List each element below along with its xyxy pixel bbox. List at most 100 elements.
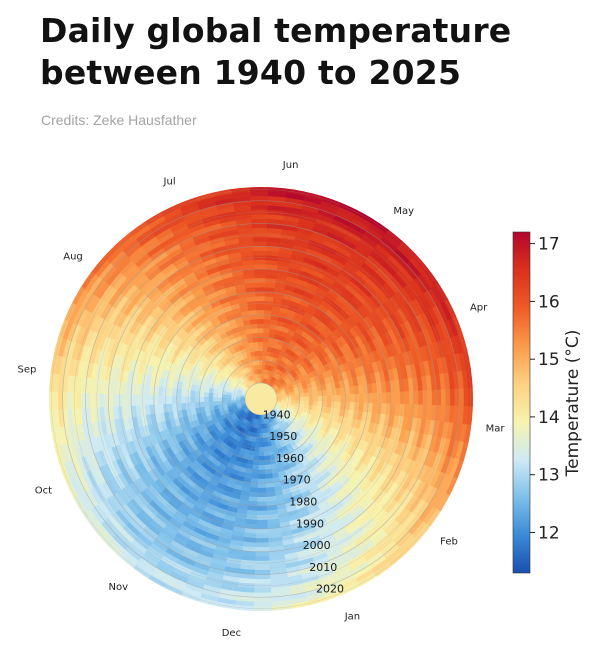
heatmap-cell: [165, 547, 183, 561]
heatmap-cell: [264, 246, 280, 252]
heatmap-cell: [327, 352, 336, 362]
heatmap-cell: [319, 503, 334, 515]
heatmap-cell: [226, 505, 239, 514]
heatmap-cell: [377, 512, 393, 528]
heatmap-cell: [326, 388, 332, 396]
heatmap-cell: [253, 413, 257, 420]
heatmap-cell: [391, 325, 402, 342]
heatmap-cell: [99, 303, 113, 321]
heatmap-cell: [341, 493, 354, 506]
heatmap-cell: [270, 426, 275, 432]
heatmap-cell: [289, 253, 305, 262]
heatmap-cell: [276, 399, 282, 402]
heatmap-cell: [388, 354, 397, 369]
month-label-apr: Apr: [470, 303, 488, 314]
heatmap-cell: [204, 308, 215, 318]
heatmap-cell: [144, 472, 156, 486]
heatmap-cell: [112, 534, 130, 552]
heatmap-cell: [363, 452, 374, 466]
heatmap-cell: [132, 515, 148, 531]
heatmap-cell: [83, 273, 99, 294]
heatmap-cell: [101, 481, 115, 499]
heatmap-cell: [253, 273, 266, 279]
heatmap-cell: [334, 380, 341, 389]
heatmap-cell: [297, 269, 312, 279]
heatmap-cell: [80, 310, 93, 330]
heatmap-cell: [204, 387, 210, 394]
heatmap-cell: [199, 391, 205, 398]
heatmap-cell: [135, 561, 156, 577]
heatmap-cell: [326, 287, 340, 299]
heatmap-cell: [264, 241, 281, 248]
heatmap-cell: [389, 250, 407, 267]
heatmap-cell: [342, 361, 351, 372]
heatmap-cell: [249, 412, 254, 418]
heatmap-cell: [118, 343, 128, 359]
heatmap-cell: [213, 405, 219, 411]
heatmap-cell: [268, 412, 273, 418]
heatmap-cell: [131, 539, 149, 556]
heatmap-cell: [176, 462, 187, 474]
heatmap-cell: [304, 582, 325, 593]
heatmap-cell: [101, 266, 118, 284]
heatmap-cell: [240, 391, 247, 395]
heatmap-cell: [176, 403, 183, 412]
heatmap-cell: [362, 497, 376, 511]
heatmap-cell: [264, 459, 271, 466]
heatmap-cell: [112, 275, 128, 293]
heatmap-cell: [269, 563, 287, 571]
heatmap-cell: [190, 231, 209, 243]
heatmap-cell: [421, 326, 433, 345]
heatmap-cell: [310, 225, 329, 237]
year-ring: [165, 303, 357, 495]
heatmap-cell: [144, 329, 155, 344]
heatmap-cell: [298, 406, 304, 412]
heatmap-cell: [267, 417, 272, 424]
heatmap-cell: [258, 364, 263, 370]
heatmap-cell: [140, 351, 149, 365]
heatmap-cell: [275, 412, 281, 418]
heatmap-cell: [287, 582, 307, 592]
month-label-jul: Jul: [163, 176, 176, 187]
heatmap-cell: [163, 303, 176, 317]
heatmap-cell: [89, 407, 97, 425]
heatmap-cell: [280, 390, 286, 395]
heatmap-cell: [237, 371, 243, 378]
heatmap-cell: [316, 282, 331, 293]
heatmap-cell: [213, 388, 219, 395]
heatmap-cell: [244, 328, 252, 335]
heatmap-cell: [266, 379, 271, 385]
heatmap-cell: [145, 317, 158, 332]
heatmap-cell: [326, 476, 339, 488]
heatmap-cell: [275, 461, 284, 469]
heatmap-cell: [149, 271, 165, 286]
heatmap-cell: [73, 476, 87, 497]
heatmap-cell: [217, 502, 230, 511]
heatmap-cell: [201, 257, 217, 268]
heatmap-cell: [259, 433, 264, 439]
heatmap-cell: [328, 434, 337, 444]
heatmap-cell: [302, 407, 309, 414]
heatmap-cell: [226, 251, 242, 260]
heatmap-cell: [262, 314, 272, 320]
heatmap-cell: [250, 328, 258, 334]
heatmap-cell: [324, 511, 339, 523]
heatmap-cell: [242, 453, 250, 460]
heatmap-cell: [270, 305, 281, 313]
colorbar-tick-label: 15: [538, 350, 560, 370]
heatmap-cell: [146, 364, 155, 377]
heatmap-cell: [180, 320, 192, 332]
heatmap-cell: [63, 357, 72, 378]
heatmap-cell: [423, 448, 435, 467]
heatmap-cell: [392, 246, 410, 264]
heatmap-cell: [225, 314, 235, 322]
heatmap-cell: [220, 229, 238, 238]
heatmap-cell: [162, 360, 171, 372]
heatmap-cell: [167, 320, 178, 333]
heatmap-cell: [220, 584, 240, 592]
heatmap-cell: [251, 337, 259, 343]
heatmap-cell: [355, 306, 368, 319]
heatmap-cell: [340, 400, 346, 410]
heatmap-cell: [240, 422, 246, 429]
